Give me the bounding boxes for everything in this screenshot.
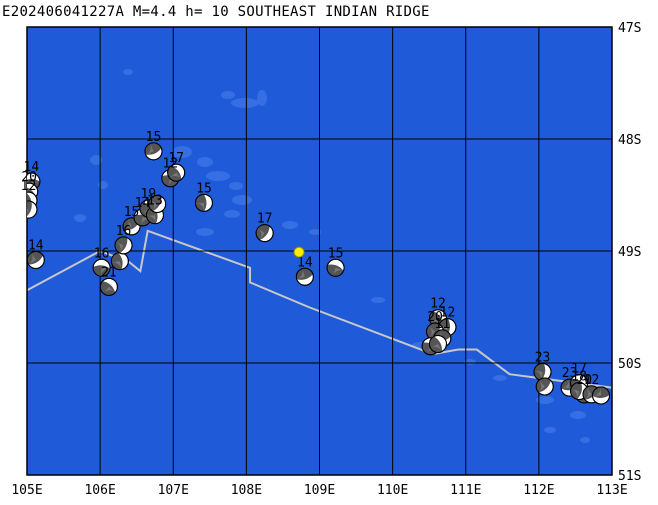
depth-label: 21: [101, 265, 117, 280]
depth-labels: 1420121416211615141913151217151714151212…: [21, 130, 600, 388]
focal-mechanisms: [27, 142, 611, 405]
depth-label: 15: [146, 130, 162, 145]
beachball: [533, 362, 552, 381]
longitude-label: 109E: [304, 483, 335, 498]
depth-label: 12: [440, 306, 456, 321]
beachball: [114, 236, 133, 255]
depth-label: 16: [94, 246, 110, 261]
beachball: [144, 142, 163, 161]
beachball: [194, 193, 213, 212]
depth-label: 15: [328, 246, 344, 261]
depth-label: 12: [584, 373, 600, 388]
depth-label: 23: [535, 350, 551, 365]
beachball: [99, 277, 118, 296]
depth-label: 14: [28, 238, 44, 253]
beachball: [167, 163, 186, 182]
longitude-label: 108E: [231, 483, 262, 498]
latitude-label: 49S: [618, 245, 641, 260]
depth-label: 13: [147, 194, 163, 209]
beachball: [428, 334, 447, 353]
longitude-label: 106E: [84, 483, 115, 498]
longitude-label: 105E: [11, 483, 42, 498]
depth-label: 17: [168, 151, 184, 166]
longitude-label: 110E: [377, 483, 408, 498]
depth-label: 20: [21, 170, 37, 185]
latitude-label: 51S: [618, 469, 641, 484]
seafloor-shoals: [74, 69, 605, 443]
depth-label: 12: [21, 179, 37, 194]
latitude-label: 48S: [618, 133, 641, 148]
depth-label: 12: [430, 297, 446, 312]
depth-label: 16: [116, 224, 132, 239]
beachball: [535, 377, 554, 396]
latitude-labels: 47S 48S 49S 50S 51S: [618, 21, 641, 484]
beachball: [27, 250, 45, 269]
beachball: [27, 200, 38, 219]
depth-label: 17: [257, 212, 273, 227]
depth-label: 20: [427, 310, 443, 325]
graticule: [27, 27, 612, 475]
beachball: [255, 224, 274, 243]
depth-label: 15: [196, 181, 212, 196]
longitude-labels: 105E 106E 107E 108E 109E 110E 111E 112E 113E: [11, 483, 627, 498]
longitude-label: 112E: [523, 483, 554, 498]
beachball: [295, 267, 314, 286]
depth-label: 14: [135, 196, 151, 211]
beachball: [592, 386, 611, 405]
map-title: E202406041227A M=4.4 h= 10 SOUTHEAST IND…: [2, 4, 430, 20]
depth-label: 17: [571, 362, 587, 377]
depth-label: 14: [24, 160, 40, 175]
beachball: [110, 252, 129, 271]
longitude-label: 111E: [450, 483, 481, 498]
longitude-label: 113E: [596, 483, 627, 498]
depth-label: 15: [124, 205, 140, 220]
depth-label: 18: [571, 370, 587, 385]
depth-label: 20: [576, 373, 592, 388]
depth-label: 23: [562, 366, 578, 381]
longitude-label: 107E: [158, 483, 189, 498]
latitude-label: 50S: [618, 357, 641, 372]
map-frame: [26, 26, 613, 476]
latitude-label: 47S: [618, 21, 641, 36]
depth-label: 19: [141, 187, 157, 202]
epicenter-marker: [293, 246, 305, 258]
depth-label: 12: [162, 157, 178, 172]
beachball: [326, 258, 345, 277]
beachball: [148, 194, 167, 213]
depth-label: 14: [297, 255, 313, 270]
beachball: [92, 258, 111, 277]
plate-boundary-line: [27, 229, 612, 389]
depth-label: 11: [435, 317, 451, 332]
